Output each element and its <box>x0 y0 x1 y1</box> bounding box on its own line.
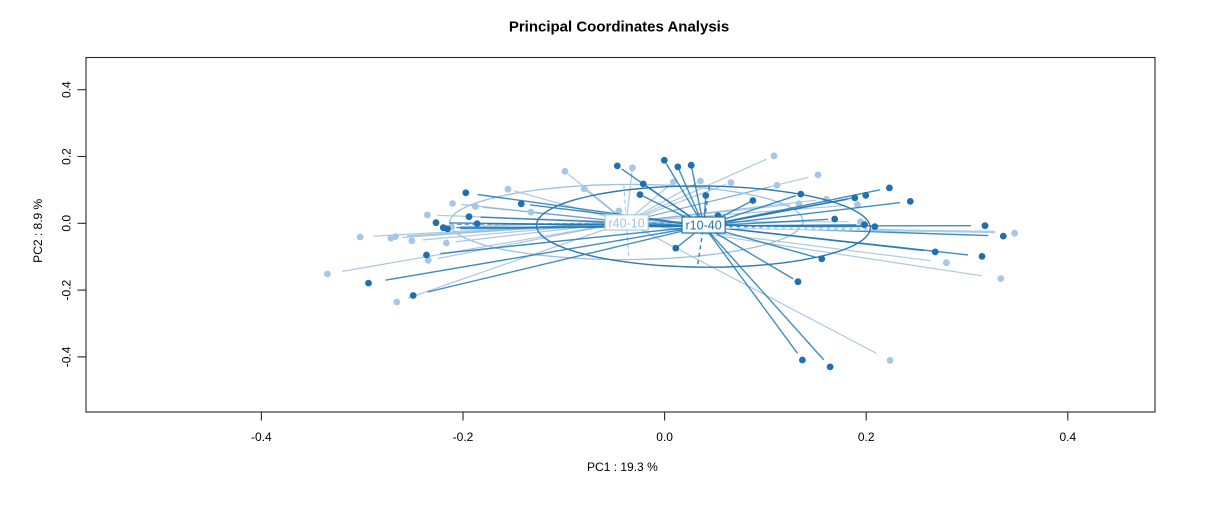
svg-text:0.4: 0.4 <box>1059 430 1076 444</box>
svg-text:-0.2: -0.2 <box>453 430 474 444</box>
svg-text:-0.4: -0.4 <box>60 346 74 367</box>
svg-text:-0.2: -0.2 <box>60 279 74 300</box>
svg-text:PC2 : 8.9 %: PC2 : 8.9 % <box>31 198 45 262</box>
svg-text:-0.4: -0.4 <box>251 430 272 444</box>
svg-text:0.0: 0.0 <box>656 430 673 444</box>
svg-text:PC1 : 19.3 %: PC1 : 19.3 % <box>587 460 658 474</box>
svg-text:r10-40: r10-40 <box>686 219 722 233</box>
svg-text:0.2: 0.2 <box>60 148 74 165</box>
svg-text:0.2: 0.2 <box>858 430 875 444</box>
svg-text:Principal Coordinates Analysis: Principal Coordinates Analysis <box>509 19 729 36</box>
svg-text:0.0: 0.0 <box>60 215 74 232</box>
svg-text:0.4: 0.4 <box>60 81 74 98</box>
svg-text:r40-10: r40-10 <box>609 216 645 230</box>
